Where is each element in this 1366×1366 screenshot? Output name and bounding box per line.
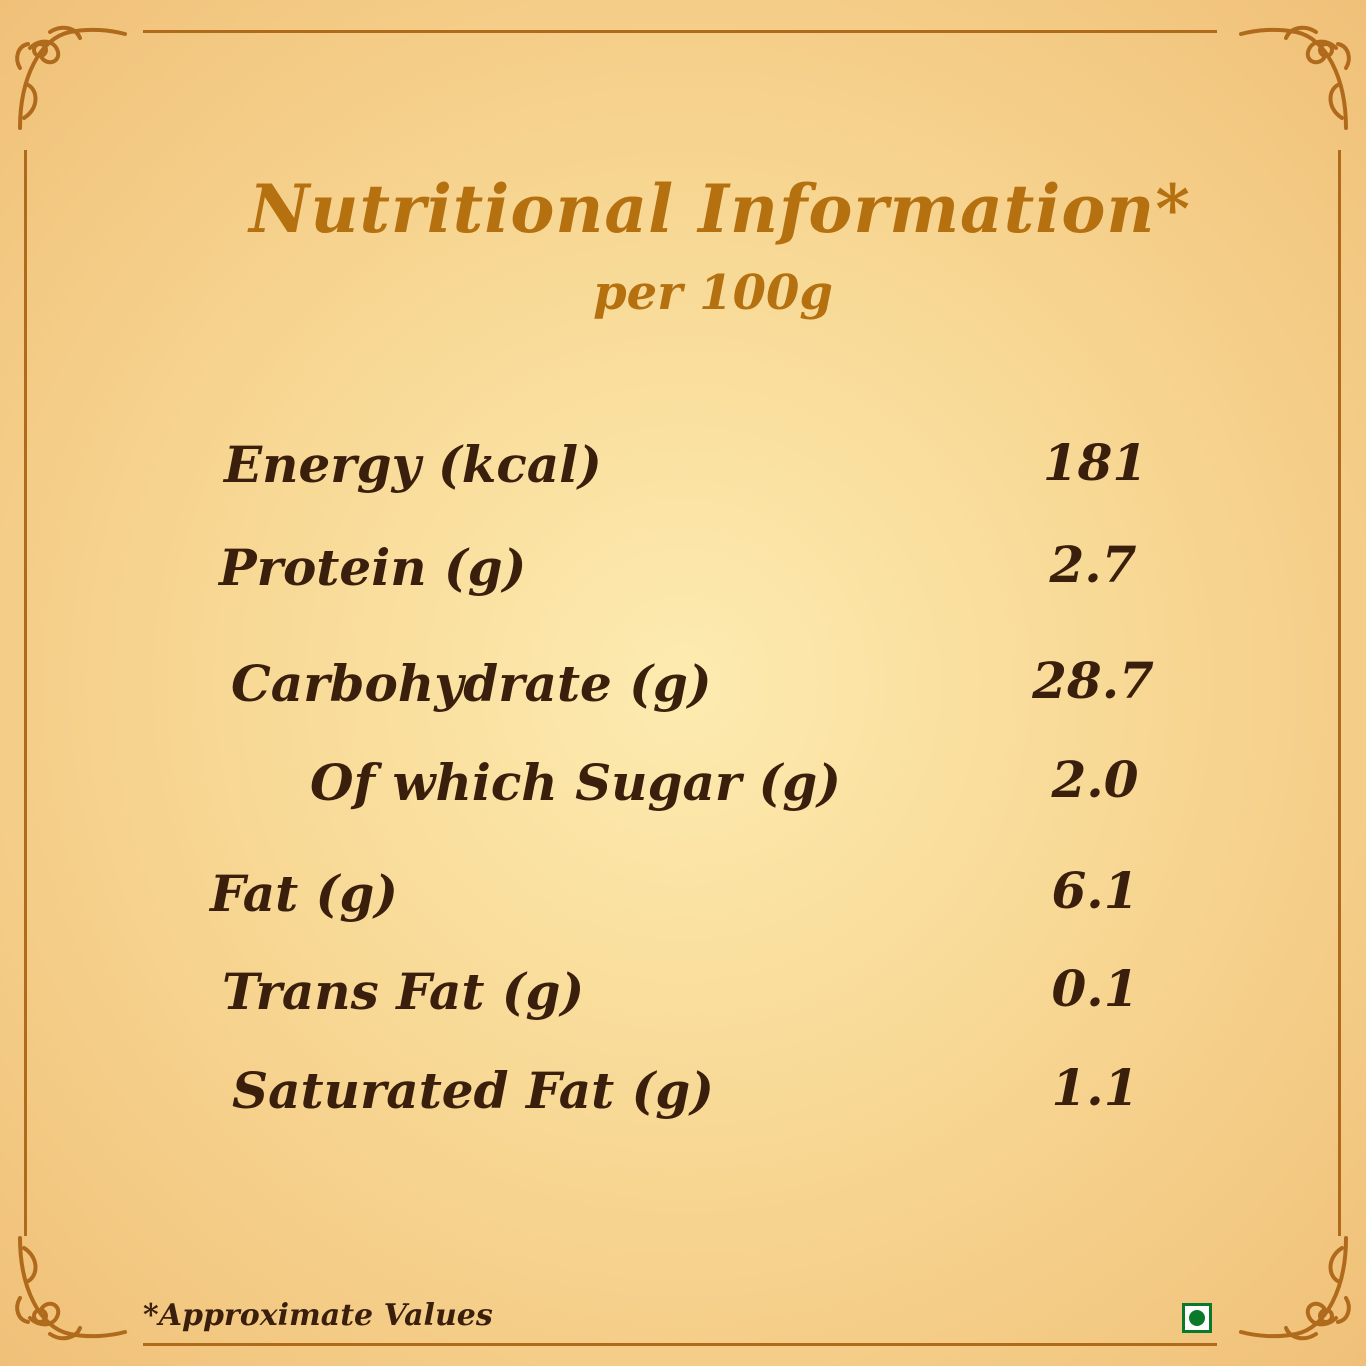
- top-border-line: [143, 30, 1217, 33]
- right-border-line: [1338, 150, 1341, 1236]
- carbohydrate-value: 28.7: [1032, 651, 1154, 710]
- vegetarian-mark-icon: [1182, 1303, 1212, 1333]
- fat-value: 6.1: [1051, 861, 1139, 920]
- energy-value: 181: [1042, 433, 1148, 492]
- corner-ornament-icon: [1236, 18, 1356, 138]
- protein-label: Protein (g): [219, 538, 527, 597]
- bottom-border-line: [143, 1343, 1217, 1346]
- left-border-line: [24, 150, 27, 1236]
- page-title: Nutritional Information*: [249, 170, 1191, 248]
- approximate-values-note: *Approximate Values: [143, 1298, 493, 1333]
- corner-ornament-icon: [1236, 1228, 1356, 1348]
- corner-ornament-icon: [10, 18, 130, 138]
- fat-label: Fat (g): [210, 864, 398, 923]
- energy-label: Energy (kcal): [224, 435, 602, 494]
- protein-value: 2.7: [1049, 535, 1137, 594]
- carbohydrate-label: Carbohydrate (g): [231, 654, 712, 713]
- corner-ornament-icon: [10, 1228, 130, 1348]
- trans-fat-label: Trans Fat (g): [222, 962, 585, 1021]
- veg-dot: [1189, 1310, 1205, 1326]
- sugar-value: 2.0: [1051, 750, 1139, 809]
- saturated-fat-label: Saturated Fat (g): [232, 1061, 714, 1120]
- trans-fat-value: 0.1: [1051, 959, 1139, 1018]
- sugar-label: Of which Sugar (g): [310, 753, 841, 812]
- page-subtitle: per 100g: [593, 265, 833, 321]
- saturated-fat-value: 1.1: [1051, 1058, 1139, 1117]
